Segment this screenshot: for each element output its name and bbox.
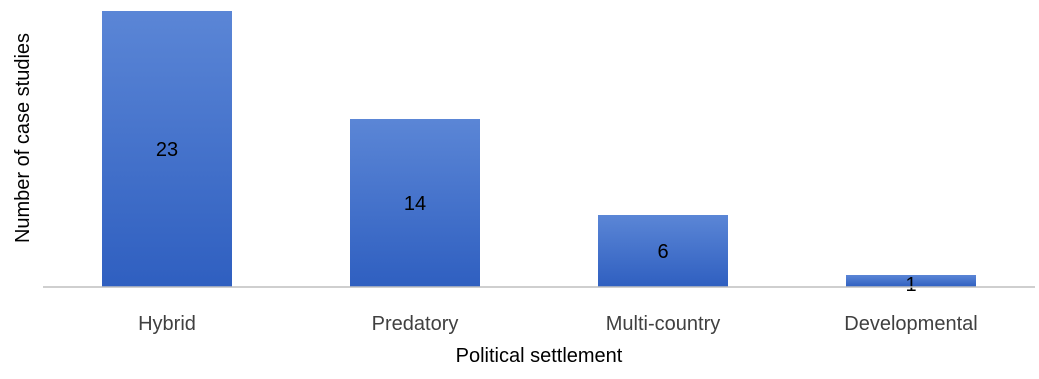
bar-multi-country	[598, 215, 728, 287]
bar-developmental	[846, 275, 976, 287]
x-tick-label: Hybrid	[138, 313, 196, 335]
bar-hybrid	[102, 11, 232, 287]
data-label: 6	[657, 241, 668, 263]
x-tick-labels: Hybrid Predatory Multi-country Developmenta…	[138, 313, 978, 335]
data-label: 1	[905, 274, 916, 296]
x-tick-label: Multi-country	[606, 313, 720, 335]
x-axis-title: Political settlement	[456, 345, 623, 367]
y-axis-title: Number of case studies	[12, 33, 34, 243]
bars-layer: 23 14 6 1	[102, 11, 976, 296]
x-tick-label: Developmental	[844, 313, 977, 335]
x-tick-label: Predatory	[372, 313, 459, 335]
bar-predatory	[350, 119, 480, 287]
data-label: 14	[404, 193, 426, 215]
data-label: 23	[156, 139, 178, 161]
